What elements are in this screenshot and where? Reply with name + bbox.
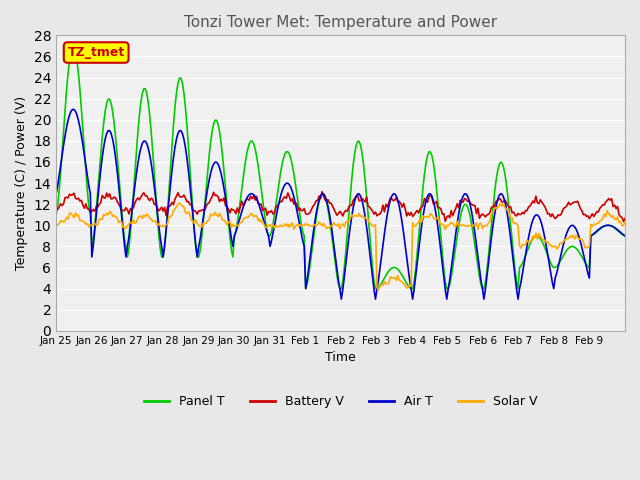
Panel T bbox=[621, 233, 629, 239]
Solar V bbox=[52, 224, 60, 229]
Panel T bbox=[91, 223, 99, 228]
Battery V bbox=[618, 215, 626, 220]
Air T bbox=[73, 112, 81, 118]
Air T bbox=[68, 107, 76, 112]
Air T bbox=[337, 296, 345, 302]
Solar V bbox=[621, 220, 629, 226]
Air T bbox=[461, 191, 468, 197]
Air T bbox=[620, 232, 627, 238]
Solar V bbox=[72, 210, 79, 216]
Battery V bbox=[346, 202, 354, 208]
Battery V bbox=[90, 206, 97, 212]
Battery V bbox=[460, 199, 467, 205]
Battery V bbox=[52, 205, 60, 211]
Line: Battery V: Battery V bbox=[56, 192, 625, 222]
Panel T bbox=[545, 257, 553, 263]
Panel T bbox=[348, 177, 356, 182]
Solar V bbox=[545, 241, 553, 247]
Panel T bbox=[73, 58, 81, 63]
Air T bbox=[545, 261, 553, 267]
X-axis label: Time: Time bbox=[325, 351, 356, 364]
Battery V bbox=[318, 189, 326, 194]
Solar V bbox=[90, 221, 97, 227]
Y-axis label: Temperature (C) / Power (V): Temperature (C) / Power (V) bbox=[15, 96, 28, 270]
Solar V bbox=[461, 223, 468, 228]
Solar V bbox=[374, 287, 382, 293]
Panel T bbox=[68, 44, 76, 49]
Line: Air T: Air T bbox=[56, 109, 625, 299]
Panel T bbox=[620, 232, 627, 238]
Air T bbox=[52, 191, 60, 196]
Line: Solar V: Solar V bbox=[56, 203, 625, 290]
Panel T bbox=[52, 212, 60, 217]
Solar V bbox=[346, 216, 354, 222]
Text: TZ_tmet: TZ_tmet bbox=[68, 46, 125, 59]
Air T bbox=[348, 214, 356, 219]
Battery V bbox=[72, 195, 79, 201]
Legend: Panel T, Battery V, Air T, Solar V: Panel T, Battery V, Air T, Solar V bbox=[139, 390, 542, 413]
Battery V bbox=[621, 216, 629, 221]
Battery V bbox=[544, 211, 552, 217]
Panel T bbox=[461, 202, 468, 207]
Battery V bbox=[620, 219, 627, 225]
Panel T bbox=[302, 286, 310, 291]
Solar V bbox=[620, 222, 627, 228]
Air T bbox=[621, 233, 629, 239]
Solar V bbox=[175, 200, 183, 206]
Line: Panel T: Panel T bbox=[56, 47, 625, 288]
Air T bbox=[91, 228, 99, 234]
Title: Tonzi Tower Met: Temperature and Power: Tonzi Tower Met: Temperature and Power bbox=[184, 15, 497, 30]
